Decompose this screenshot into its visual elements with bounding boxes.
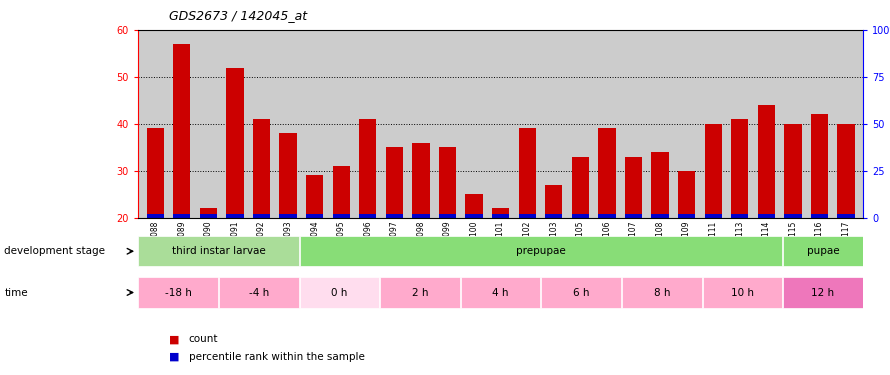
Bar [678, 214, 695, 217]
Bar [519, 214, 536, 217]
Bar [199, 208, 217, 218]
Bar [147, 128, 164, 217]
Bar [174, 214, 190, 217]
Bar [546, 214, 562, 217]
Bar [731, 119, 748, 218]
Text: 6 h: 6 h [573, 288, 589, 297]
Bar [541, 278, 621, 308]
Bar [492, 208, 509, 218]
Bar [757, 105, 775, 218]
Bar [546, 185, 562, 218]
Text: 2 h: 2 h [412, 288, 428, 297]
Text: ■: ■ [169, 334, 180, 344]
Text: development stage: development stage [4, 246, 105, 256]
Bar [279, 133, 296, 218]
Bar [174, 44, 190, 218]
Text: pupae: pupae [806, 246, 839, 256]
Text: ■: ■ [169, 352, 180, 362]
Bar [360, 214, 376, 217]
Bar [811, 214, 828, 217]
Text: 0 h: 0 h [331, 288, 348, 297]
Bar [622, 278, 701, 308]
Bar [219, 278, 299, 308]
Text: count: count [189, 334, 218, 344]
Bar [837, 124, 854, 218]
Bar [333, 166, 350, 218]
Bar [678, 171, 695, 217]
Bar [705, 124, 722, 218]
Text: percentile rank within the sample: percentile rank within the sample [189, 352, 365, 362]
Bar [360, 119, 376, 218]
Bar [783, 236, 862, 266]
Text: prepupae: prepupae [516, 246, 566, 256]
Bar [139, 278, 218, 308]
Bar [598, 214, 616, 217]
Bar [412, 214, 430, 217]
Bar [784, 124, 802, 218]
Bar [439, 214, 456, 217]
Bar [300, 278, 379, 308]
Bar [783, 278, 862, 308]
Bar [625, 157, 642, 218]
Text: 10 h: 10 h [731, 288, 754, 297]
Bar [300, 236, 782, 266]
Bar [253, 214, 271, 217]
Bar [731, 214, 748, 217]
Bar [625, 214, 642, 217]
Bar [465, 194, 482, 217]
Text: third instar larvae: third instar larvae [172, 246, 265, 256]
Bar [705, 214, 722, 217]
Bar [651, 152, 668, 217]
Bar [139, 236, 299, 266]
Bar [811, 114, 828, 218]
Bar [784, 214, 802, 217]
Bar [226, 214, 244, 217]
Bar [757, 214, 775, 217]
Bar [461, 278, 540, 308]
Bar [147, 214, 164, 217]
Bar [651, 214, 668, 217]
Bar [279, 214, 296, 217]
Bar [253, 119, 271, 218]
Bar [571, 157, 589, 218]
Bar [465, 214, 482, 217]
Bar [385, 214, 403, 217]
Bar [385, 147, 403, 218]
Bar [226, 68, 244, 218]
Bar [439, 147, 456, 218]
Bar [412, 142, 430, 218]
Text: GDS2673 / 142045_at: GDS2673 / 142045_at [169, 9, 307, 22]
Bar [492, 214, 509, 217]
Text: 8 h: 8 h [653, 288, 670, 297]
Bar [306, 214, 323, 217]
Text: time: time [4, 288, 28, 297]
Bar [380, 278, 460, 308]
Text: 4 h: 4 h [492, 288, 509, 297]
Bar [519, 128, 536, 217]
Text: -4 h: -4 h [248, 288, 269, 297]
Bar [571, 214, 589, 217]
Bar [598, 128, 616, 217]
Bar [333, 214, 350, 217]
Bar [306, 176, 323, 217]
Bar [702, 278, 782, 308]
Text: 12 h: 12 h [812, 288, 835, 297]
Bar [199, 214, 217, 217]
Bar [837, 214, 854, 217]
Text: -18 h: -18 h [165, 288, 191, 297]
